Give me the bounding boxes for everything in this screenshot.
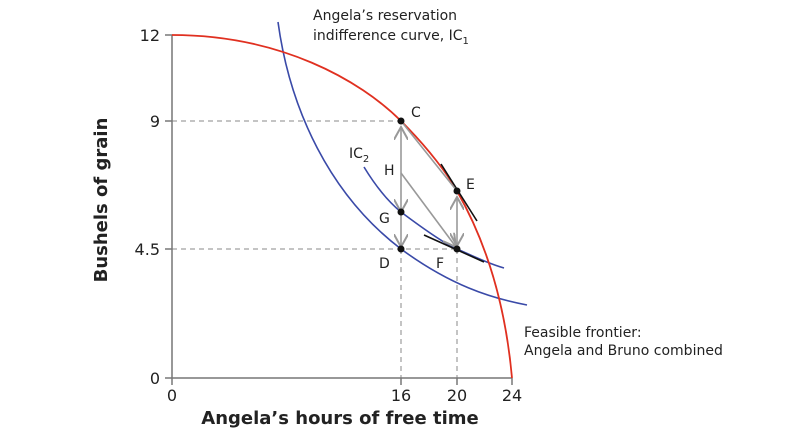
label-F: F (436, 256, 444, 272)
frontier-annotation-line1: Feasible frontier: (524, 325, 642, 341)
feasible-frontier-curve (171, 34, 513, 379)
label-G: G (379, 211, 390, 227)
label-E: E (466, 177, 475, 193)
point-E (453, 187, 461, 195)
y-tick-label-0: 0 (150, 369, 160, 388)
arrows (400, 120, 458, 247)
guide-lines (172, 120, 458, 378)
point-G (397, 208, 405, 216)
ic2-annotation: IC2 (349, 146, 369, 165)
y-tick-label-9: 9 (150, 112, 160, 131)
x-axis-title: Angela’s hours of free time (201, 408, 478, 429)
points (397, 117, 461, 253)
ic1-annotation-line2: indifference curve, IC1 (313, 28, 469, 47)
y-tick-label-45: 4.5 (135, 240, 160, 259)
point-D (397, 245, 405, 253)
y-axis-title: Bushels of grain (91, 118, 112, 283)
x-tick-label-16: 16 (391, 386, 411, 405)
x-tick-label-24: 24 (502, 386, 522, 405)
x-tick-label-20: 20 (447, 386, 467, 405)
ic2-curve (363, 166, 505, 269)
ic1-annotation-line1: Angela’s reservation (313, 8, 457, 24)
point-C (397, 117, 405, 125)
axes (165, 34, 513, 385)
ic1-curve (277, 21, 528, 306)
frontier-annotation-line2: Angela and Bruno combined (524, 343, 723, 359)
label-H: H (384, 163, 395, 179)
label-C: C (411, 105, 421, 121)
y-tick-label-12: 12 (140, 26, 160, 45)
arrow-H-F (400, 172, 456, 247)
x-tick-label-0: 0 (167, 386, 177, 405)
point-F (453, 245, 461, 253)
line-C-E (400, 120, 458, 192)
label-D: D (379, 256, 390, 272)
